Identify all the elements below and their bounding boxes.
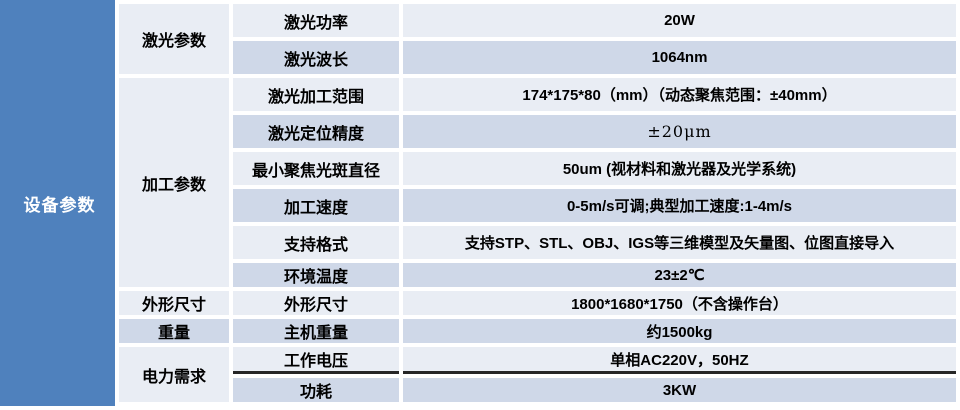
table-row: 外形尺寸 外形尺寸 1800*1680*1750（不含操作台） [4, 291, 956, 315]
param-cell-supported-formats: 支持格式 [233, 226, 399, 259]
value-cell-min-spot-diameter: 50um (视材料和激光器及光学系统) [403, 152, 956, 185]
table-row: 环境温度 23±2℃ [4, 263, 956, 287]
group-cell-processing-params: 加工参数 [119, 78, 229, 287]
group-cell-power-requirements: 电力需求 [119, 347, 229, 402]
param-cell-dimensions: 外形尺寸 [233, 291, 399, 315]
value-cell-ambient-temperature: 23±2℃ [403, 263, 956, 287]
value-cell-power-consumption: 3KW [403, 378, 956, 402]
param-cell-ambient-temperature: 环境温度 [233, 263, 399, 287]
value-cell-host-weight: 约1500kg [403, 319, 956, 343]
group-cell-dimensions: 外形尺寸 [119, 291, 229, 315]
table-row: 功耗 3KW [4, 378, 956, 402]
table-row: 激光波长 1064nm [4, 41, 956, 74]
param-cell-laser-power: 激光功率 [233, 4, 399, 37]
value-cell-processing-speed: 0-5m/s可调;典型加工速度:1-4m/s [403, 189, 956, 222]
value-cell-dimensions: 1800*1680*1750（不含操作台） [403, 291, 956, 315]
value-cell-supported-formats: 支持STP、STL、OBJ、IGS等三维模型及矢量图、位图直接导入 [403, 226, 956, 259]
table-row: 电力需求 工作电压 单相AC220V，50HZ [4, 347, 956, 402]
param-cell-positioning-accuracy: 激光定位精度 [233, 115, 399, 148]
param-cell-laser-wavelength: 激光波长 [233, 41, 399, 74]
table-row: 重量 主机重量 约1500kg [4, 319, 956, 343]
table-row: 设备参数 激光参数 激光功率 20W [4, 4, 956, 402]
root-header-cell: 设备参数 [4, 4, 115, 402]
table-row: 支持格式 支持STP、STL、OBJ、IGS等三维模型及矢量图、位图直接导入 [4, 226, 956, 259]
param-cell-min-spot-diameter: 最小聚焦光斑直径 [233, 152, 399, 185]
group-cell-weight: 重量 [119, 319, 229, 343]
param-cell-power-consumption: 功耗 [233, 378, 399, 402]
value-cell-working-voltage: 单相AC220V，50HZ [403, 347, 956, 374]
value-cell-laser-power: 20W [403, 4, 956, 37]
value-cell-processing-range: 174*175*80（mm）（动态聚焦范围：±40mm） [403, 78, 956, 111]
param-cell-processing-range: 激光加工范围 [233, 78, 399, 111]
table-row: 加工速度 0-5m/s可调;典型加工速度:1-4m/s [4, 189, 956, 222]
table-row: 加工参数 激光加工范围 174*175*80（mm）（动态聚焦范围：±40mm） [4, 78, 956, 287]
table-row: 最小聚焦光斑直径 50um (视材料和激光器及光学系统) [4, 152, 956, 185]
value-cell-positioning-accuracy: ±20μm [403, 115, 956, 148]
table-row: 激光定位精度 ±20μm [4, 115, 956, 148]
group-cell-laser-params: 激光参数 [119, 4, 229, 74]
param-cell-processing-speed: 加工速度 [233, 189, 399, 222]
value-cell-laser-wavelength: 1064nm [403, 41, 956, 74]
param-cell-working-voltage: 工作电压 [233, 347, 399, 374]
param-cell-host-weight: 主机重量 [233, 319, 399, 343]
